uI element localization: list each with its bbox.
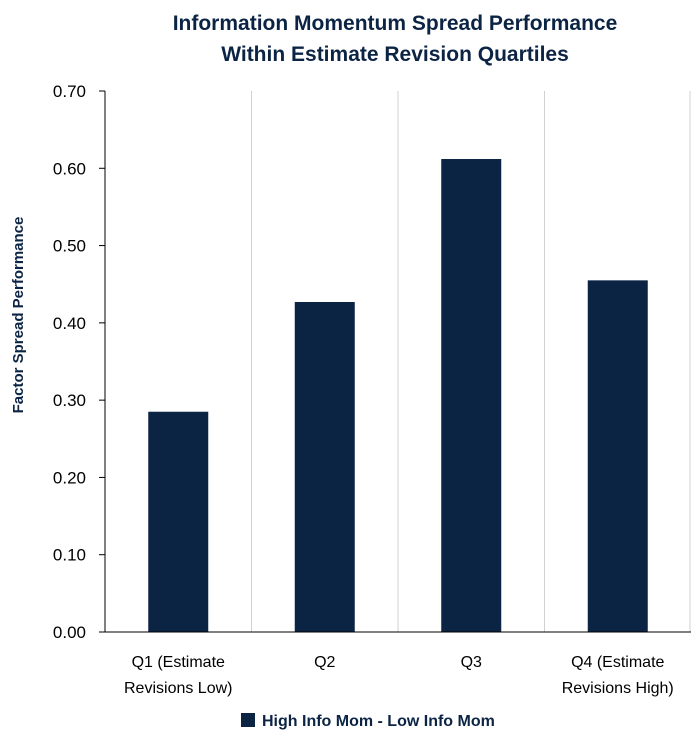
y-tick-label: 0.10 [53, 546, 86, 565]
y-tick-label: 0.70 [53, 82, 86, 101]
category-gridlines [251, 91, 691, 632]
y-tick-label: 0.40 [53, 314, 86, 333]
bars [148, 159, 648, 633]
y-tick-labels: 0.00 0.10 0.20 0.30 0.40 0.50 0.60 0.70 [53, 82, 105, 642]
y-axis-title: Factor Spread Performance [10, 217, 27, 414]
x-category-label: Q4 (Estimate [571, 654, 664, 671]
y-tick-label: 0.20 [53, 468, 86, 487]
legend-label: High Info Mom - Low Info Mom [262, 713, 495, 730]
legend: High Info Mom - Low Info Mom [241, 713, 495, 730]
y-tick-label: 0.60 [53, 159, 86, 178]
y-tick-label: 0.00 [53, 623, 86, 642]
y-tick-label: 0.50 [53, 237, 86, 256]
axes [104, 91, 691, 633]
legend-swatch [241, 713, 255, 727]
y-axis-title: Factor Spread Performance [10, 217, 27, 414]
y-tick-label: 0.30 [53, 391, 86, 410]
x-category-label: Q2 [314, 654, 335, 671]
bar-2 [294, 301, 355, 632]
x-category-label: Revisions Low) [124, 680, 232, 697]
chart-title-line-2: Within Estimate Revision Quartiles [221, 43, 569, 66]
bar-3 [441, 159, 502, 633]
x-category-label: Revisions High) [562, 680, 674, 697]
x-category-labels: Q1 (Estimate Revisions Low) Q2 Q3 Q4 (Estima… [124, 654, 674, 697]
bar-1 [148, 411, 209, 632]
x-category-label: Q3 [461, 654, 482, 671]
x-category-label: Q1 (Estimate [132, 654, 225, 671]
chart-title: Information Momentum Spread Performance W… [173, 12, 618, 66]
bar-4 [587, 280, 648, 632]
chart-title-line-1: Information Momentum Spread Performance [173, 12, 618, 35]
